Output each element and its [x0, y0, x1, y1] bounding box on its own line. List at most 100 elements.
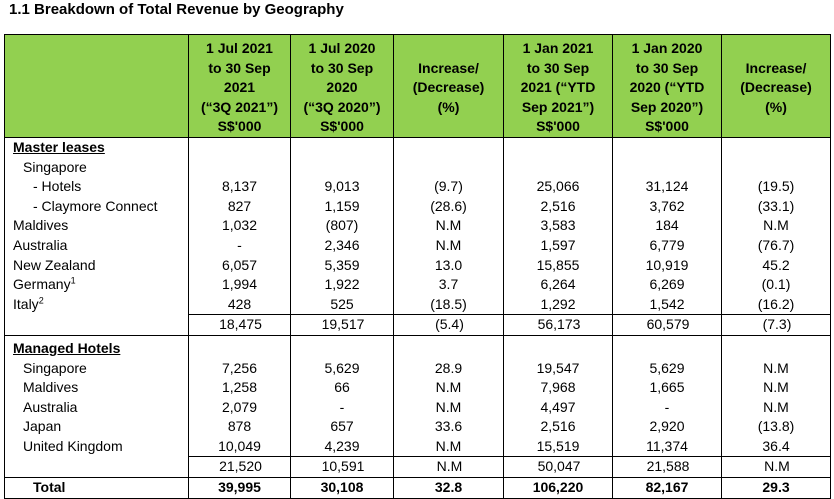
row-label: Maldives — [4, 216, 189, 236]
total-label: Total — [4, 477, 189, 499]
table-row: United Kingdom 10,049 4,239 N.M 15,519 1… — [4, 436, 831, 457]
cell: 33.6 — [393, 417, 504, 437]
cell: 5,629 — [290, 358, 394, 379]
cell: 11,374 — [612, 436, 722, 457]
total-cell: 29.3 — [721, 477, 831, 499]
cell: N.M — [393, 216, 504, 236]
cell: (9.7) — [393, 177, 504, 197]
cell: 1,665 — [612, 378, 722, 398]
cell: (0.1) — [721, 275, 831, 295]
cell: (18.5) — [393, 294, 504, 315]
table-row: Germany1 1,994 1,922 3.7 6,264 6,269 (0.… — [4, 275, 831, 295]
cell: (28.6) — [393, 196, 504, 217]
cell: 1,922 — [290, 275, 394, 295]
cell: N.M — [393, 235, 504, 256]
cell: 19,547 — [503, 358, 613, 379]
cell: - — [188, 235, 291, 256]
header-ytd2021: 1 Jan 2021 to 30 Sep 2021 (“YTD Sep 2021”) S… — [503, 34, 613, 138]
cell: 15,519 — [503, 436, 613, 457]
cell: 45.2 — [721, 255, 831, 276]
table-row: Japan 878 657 33.6 2,516 2,920 (13.8) — [4, 417, 831, 437]
cell: (76.7) — [721, 235, 831, 256]
cell: 827 — [188, 196, 291, 217]
cell: N.M — [721, 397, 831, 418]
table-row: - Hotels 8,137 9,013 (9.7) 25,066 31,124… — [4, 177, 831, 197]
table-row: New Zealand 6,057 5,359 13.0 15,855 10,9… — [4, 255, 831, 276]
section-title-master: Master leases — [4, 137, 189, 158]
header-3q2021: 1 Jul 2021 to 30 Sep 2021 (“3Q 2021”) S$'000 — [188, 34, 291, 138]
cell: 15,855 — [503, 255, 613, 276]
cell: N.M — [393, 456, 504, 478]
cell: 878 — [188, 417, 291, 437]
row-label: New Zealand — [4, 255, 189, 276]
table-row: Australia 2,079 - N.M 4,497 - N.M — [4, 397, 831, 418]
cell: 66 — [290, 378, 394, 398]
row-label: Japan — [4, 417, 189, 437]
cell: (16.2) — [721, 294, 831, 315]
total-cell: 39,995 — [188, 477, 291, 499]
cell: 5,359 — [290, 255, 394, 276]
cell: N.M — [721, 216, 831, 236]
footnote-mark: 2 — [38, 295, 44, 306]
cell: 1,597 — [503, 235, 613, 256]
row-label: Australia — [4, 397, 189, 418]
cell: 4,497 — [503, 397, 613, 418]
cell: 2,920 — [612, 417, 722, 437]
cell: 28.9 — [393, 358, 504, 379]
total-cell: 30,108 — [290, 477, 394, 499]
cell: 31,124 — [612, 177, 722, 197]
cell: 13.0 — [393, 255, 504, 276]
cell: N.M — [721, 456, 831, 478]
subtotal-row-master: 18,475 19,517 (5.4) 56,173 60,579 (7.3) — [4, 314, 831, 336]
cell: (19.5) — [721, 177, 831, 197]
cell: 1,292 — [503, 294, 613, 315]
cell: 50,047 — [503, 456, 613, 478]
row-label: Italy2 — [4, 294, 189, 315]
table-row: Australia - 2,346 N.M 1,597 6,779 (76.7) — [4, 235, 831, 256]
cell: 1,258 — [188, 378, 291, 398]
cell: 1,159 — [290, 196, 394, 217]
section-heading: 1.1 Breakdown of Total Revenue by Geogra… — [9, 1, 344, 18]
cell: 7,256 — [188, 358, 291, 379]
table-row: Singapore — [4, 157, 831, 178]
cell: 184 — [612, 216, 722, 236]
total-cell: 106,220 — [503, 477, 613, 499]
cell: 36.4 — [721, 436, 831, 457]
cell: 3,762 — [612, 196, 722, 217]
header-row: 1 Jul 2021 to 30 Sep 2021 (“3Q 2021”) S$'000… — [4, 34, 831, 138]
cell: (5.4) — [393, 314, 504, 336]
table-row: - Claymore Connect 827 1,159 (28.6) 2,51… — [4, 196, 831, 217]
header-blank — [4, 34, 189, 138]
cell: 18,475 — [188, 314, 291, 336]
cell: 1,032 — [188, 216, 291, 236]
cell: 21,588 — [612, 456, 722, 478]
header-change-quarter: Increase/(Decrease) (%) — [393, 34, 504, 138]
cell: 2,346 — [290, 235, 394, 256]
cell: 7,968 — [503, 378, 613, 398]
revenue-table: 1 Jul 2021 to 30 Sep 2021 (“3Q 2021”) S$'000… — [4, 34, 831, 499]
cell: 2,516 — [503, 417, 613, 437]
cell: 8,137 — [188, 177, 291, 197]
header-3q2020: 1 Jul 2020 to 30 Sep 2020 (“3Q 2020”) S$'000 — [290, 34, 394, 138]
cell: 525 — [290, 294, 394, 315]
cell: 1,542 — [612, 294, 722, 315]
section-row-master: Master leases — [4, 137, 831, 158]
cell: 25,066 — [503, 177, 613, 197]
cell: 2,516 — [503, 196, 613, 217]
cell: N.M — [393, 436, 504, 457]
table-row: Maldives 1,258 66 N.M 7,968 1,665 N.M — [4, 378, 831, 398]
total-cell: 82,167 — [612, 477, 722, 499]
header-change-ytd: Increase/(Decrease) (%) — [721, 34, 831, 138]
row-label: Maldives — [4, 378, 189, 398]
table-row: Italy2 428 525 (18.5) 1,292 1,542 (16.2) — [4, 294, 831, 315]
cell: 21,520 — [188, 456, 291, 478]
table-row: Singapore 7,256 5,629 28.9 19,547 5,629 … — [4, 358, 831, 379]
cell: 60,579 — [612, 314, 722, 336]
cell: 10,591 — [290, 456, 394, 478]
cell: 657 — [290, 417, 394, 437]
cell: - — [612, 397, 722, 418]
cell: N.M — [393, 378, 504, 398]
cell: - — [290, 397, 394, 418]
cell: 6,779 — [612, 235, 722, 256]
table-row: Maldives 1,032 (807) N.M 3,583 184 N.M — [4, 216, 831, 236]
